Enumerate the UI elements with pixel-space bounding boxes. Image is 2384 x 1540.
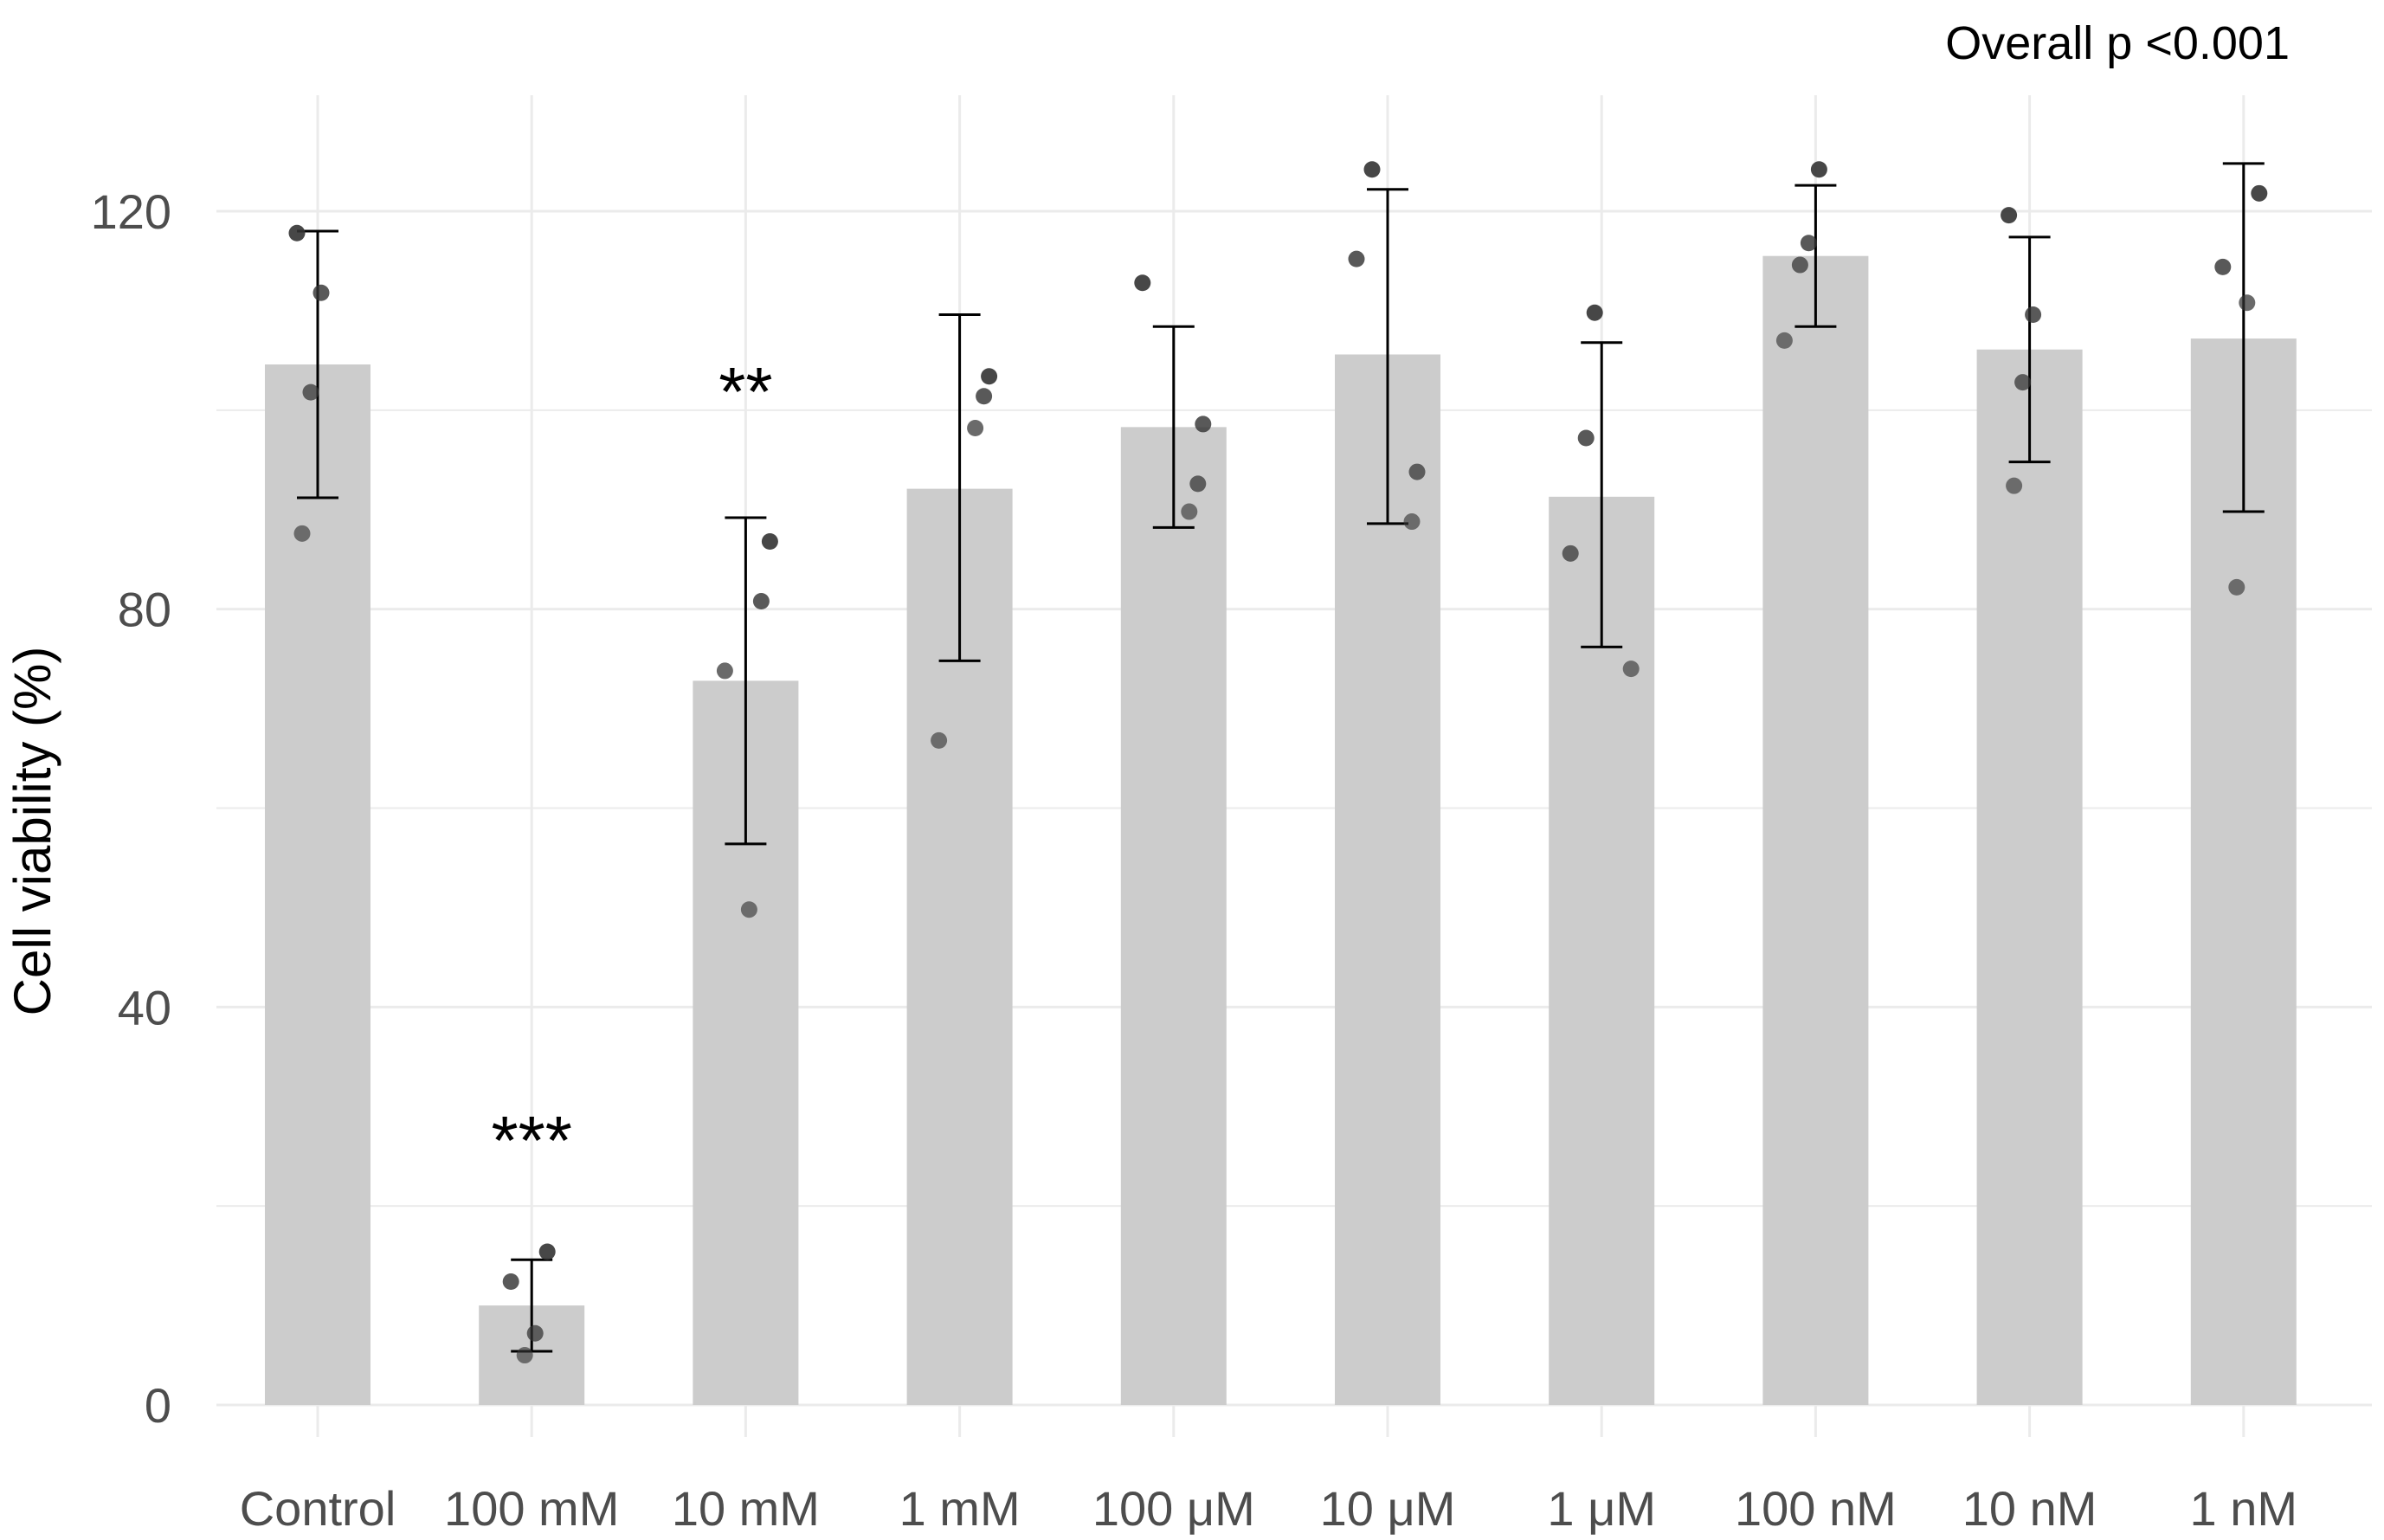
data-point <box>1181 504 1197 520</box>
significance-marker: *** <box>491 1102 571 1179</box>
data-points <box>289 161 2268 1363</box>
data-point <box>1801 235 1817 251</box>
data-point <box>1587 305 1603 321</box>
significance-marker: ** <box>718 353 772 430</box>
data-point <box>967 420 983 436</box>
data-point <box>976 388 992 404</box>
x-tick-label: 100 mM <box>444 1481 619 1536</box>
bar <box>265 364 370 1405</box>
data-point <box>717 662 733 679</box>
x-tick-label: 10 μM <box>1320 1481 1456 1536</box>
x-tick-label: 1 μM <box>1547 1481 1656 1536</box>
data-point <box>1189 475 1206 492</box>
data-point <box>931 732 947 749</box>
data-point <box>313 285 330 301</box>
bars <box>265 256 2297 1405</box>
bar-chart: ***** 04080120 Control 100 mM 10 mM 1 mM 100… <box>0 0 2384 1540</box>
data-point <box>981 368 997 384</box>
data-point <box>303 384 319 401</box>
data-point <box>539 1244 556 1260</box>
data-point <box>2006 478 2022 494</box>
x-tick-label: Control <box>240 1481 396 1536</box>
data-point <box>2001 207 2017 223</box>
y-tick-label: 120 <box>91 184 171 239</box>
data-point <box>2251 185 2267 202</box>
data-point <box>527 1325 544 1342</box>
data-point <box>1404 513 1421 530</box>
data-point <box>1623 660 1640 677</box>
data-point <box>2014 374 2031 390</box>
y-axis-ticks: 0 40 80 120 <box>91 184 171 1433</box>
y-tick-label: 0 <box>145 1378 171 1433</box>
data-point <box>2214 259 2231 275</box>
data-point <box>1792 257 1808 274</box>
x-axis-ticks: Control 100 mM 10 mM 1 mM 100 μM 10 μM 1 μM 100… <box>240 1481 2297 1536</box>
data-point <box>503 1273 519 1290</box>
data-point <box>294 525 311 542</box>
bar <box>1762 256 1868 1405</box>
error-bars <box>297 164 2265 1351</box>
data-point <box>1349 251 1365 267</box>
overall-p-annotation: Overall p <0.001 <box>1945 17 2290 69</box>
data-point <box>2239 294 2255 311</box>
data-point <box>289 225 306 242</box>
data-point <box>753 593 770 609</box>
x-tick-label: 1 nM <box>2190 1481 2298 1536</box>
data-point <box>2025 306 2041 323</box>
data-point <box>1134 274 1150 291</box>
y-tick-label: 80 <box>118 583 171 637</box>
x-tick-label: 10 mM <box>672 1481 820 1536</box>
x-tick-label: 1 mM <box>899 1481 1021 1536</box>
data-point <box>1811 161 1827 177</box>
data-point <box>517 1347 533 1363</box>
data-point <box>1195 416 1211 432</box>
data-point <box>741 901 757 918</box>
data-point <box>1562 545 1579 562</box>
data-point <box>1578 430 1595 447</box>
y-tick-label: 40 <box>118 980 171 1034</box>
bar <box>1121 427 1227 1405</box>
x-tick-label: 100 nM <box>1735 1481 1897 1536</box>
data-point <box>1364 161 1381 177</box>
data-point <box>1776 332 1793 349</box>
x-tick-label: 10 nM <box>1962 1481 2097 1536</box>
bar <box>1977 350 2083 1405</box>
data-point <box>2228 579 2245 596</box>
data-point <box>1409 464 1426 480</box>
data-point <box>762 533 778 550</box>
y-axis-title: Cell viability (%) <box>3 647 61 1016</box>
x-tick-label: 100 μM <box>1092 1481 1255 1536</box>
